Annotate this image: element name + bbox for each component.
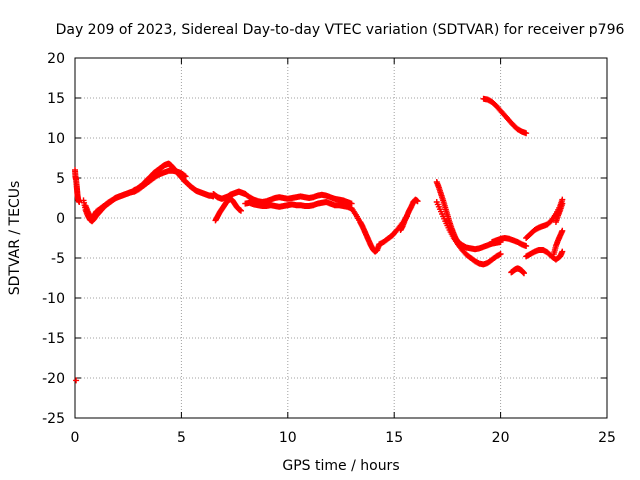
x-tick-label: 25: [598, 430, 616, 446]
y-tick-label: -25: [42, 411, 65, 427]
data-point: [414, 198, 421, 205]
y-tick-label: 0: [56, 211, 65, 227]
data-point: [559, 227, 566, 234]
data-point: [521, 270, 528, 277]
data-point-interp: [181, 172, 188, 179]
x-tick-label: 5: [177, 430, 186, 446]
y-axis-label: SDTVAR / TECUs: [7, 181, 23, 296]
data-point: [182, 173, 189, 180]
y-tick-label: -15: [42, 331, 65, 347]
data-point: [497, 251, 504, 257]
tick-labels: 0 5 10 15 20 25 -25 -20 -15 -10 -5 0 5 10 15 20: [42, 51, 616, 446]
x-tick-label: 15: [385, 430, 403, 446]
y-tick-label: 5: [56, 171, 65, 187]
y-tick-label: -10: [42, 291, 65, 307]
x-tick-label: 10: [279, 430, 297, 446]
x-tick-label: 0: [71, 430, 80, 446]
x-axis-label: GPS time / hours: [282, 458, 399, 474]
y-tick-label: 15: [47, 91, 65, 107]
plot-frame: [74, 57, 608, 419]
data-point: [523, 130, 530, 137]
y-tick-label: -20: [42, 371, 65, 387]
data-point: [237, 207, 244, 214]
x-tick-label: 20: [492, 430, 510, 446]
data-point: [559, 248, 566, 255]
y-tick-label: -5: [51, 251, 65, 267]
y-tick-label: 10: [47, 131, 65, 147]
y-tick-label: 20: [47, 51, 65, 67]
data-point: [76, 199, 83, 205]
data-points: [72, 95, 566, 384]
data-point: [523, 243, 530, 249]
chart-title: Day 209 of 2023, Sidereal Day-to-day VTE…: [56, 22, 625, 38]
data-point: [559, 200, 566, 207]
data-point: [73, 377, 80, 384]
